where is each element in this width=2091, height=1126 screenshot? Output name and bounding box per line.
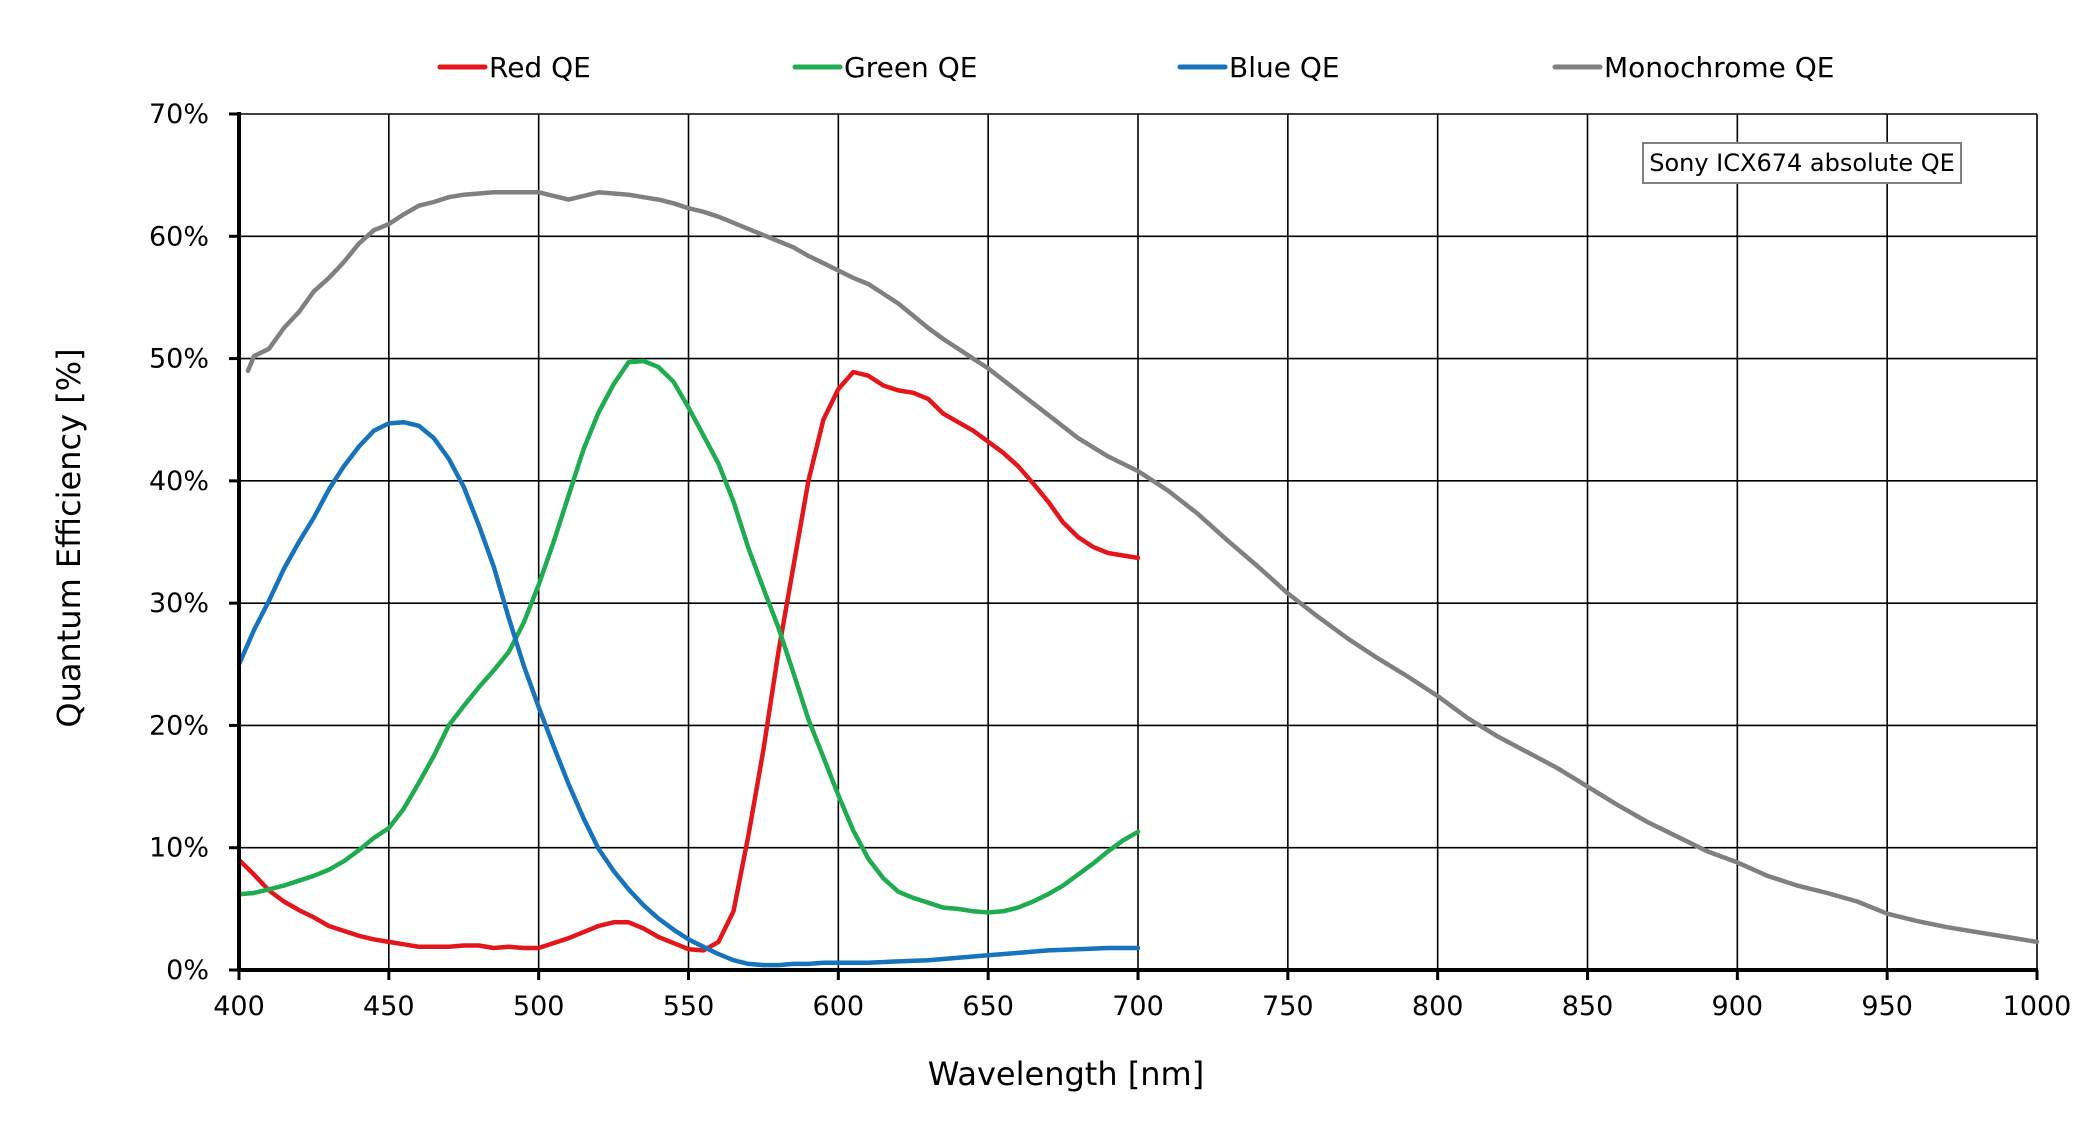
x-tick-label: 450 (363, 991, 415, 1022)
green-qe-line (236, 358, 1141, 915)
y-tick-label: 30% (149, 588, 209, 619)
x-tick-label: 550 (663, 991, 715, 1022)
x-tick-label: 800 (1412, 991, 1464, 1022)
x-tick-label: 500 (513, 991, 565, 1022)
annotation-frame (1642, 142, 1962, 184)
y-axis-title: Quantum Efficiency [%] (50, 348, 88, 727)
x-tick-label: 750 (1262, 991, 1314, 1022)
x-tick-label: 600 (813, 991, 865, 1022)
x-tick-label: 700 (1112, 991, 1164, 1022)
annotation-box: Sony ICX674 absolute QE (1642, 142, 1962, 184)
series-lines (236, 190, 2040, 968)
axes (229, 112, 2039, 980)
y-tick-label: 0% (166, 955, 209, 986)
x-tick-label: 900 (1712, 991, 1764, 1022)
x-tick-label: 950 (1861, 991, 1913, 1022)
annotation-text: Sony ICX674 absolute QE (1649, 149, 1955, 177)
y-tick-label: 60% (149, 221, 209, 252)
y-tick-label: 10% (149, 833, 209, 864)
legend-label-blue-qe: Blue QE (1229, 51, 1340, 84)
x-tick-label: 1000 (2003, 991, 2072, 1022)
legend-label-monochrome-qe: Monochrome QE (1604, 51, 1834, 84)
x-axis-title: Wavelength [nm] (928, 1055, 1204, 1093)
monochrome-qe-line (245, 190, 2040, 945)
x-tick-label: 400 (213, 991, 265, 1022)
red-qe-line (236, 369, 1141, 953)
x-tick-label: 850 (1562, 991, 1614, 1022)
legend-label-green-qe: Green QE (844, 51, 977, 84)
y-tick-label: 40% (149, 466, 209, 497)
y-tick-label: 70% (149, 99, 209, 130)
x-tick-labels: 400 450 500 550 600 650 700 750 800 850 900 950 1000 (213, 991, 2071, 1022)
x-tick-label: 650 (962, 991, 1014, 1022)
legend-label-red-qe: Red QE (489, 51, 591, 84)
y-tick-label: 20% (149, 710, 209, 741)
grid-lines (239, 113, 2038, 970)
legend: Red QE Green QE Blue QE Monochrome QE (437, 51, 1834, 84)
blue-qe-line (236, 419, 1141, 968)
y-tick-label: 50% (149, 344, 209, 375)
y-tick-labels: 0% 10% 20% 30% 40% 50% 60% 70% (149, 99, 209, 986)
